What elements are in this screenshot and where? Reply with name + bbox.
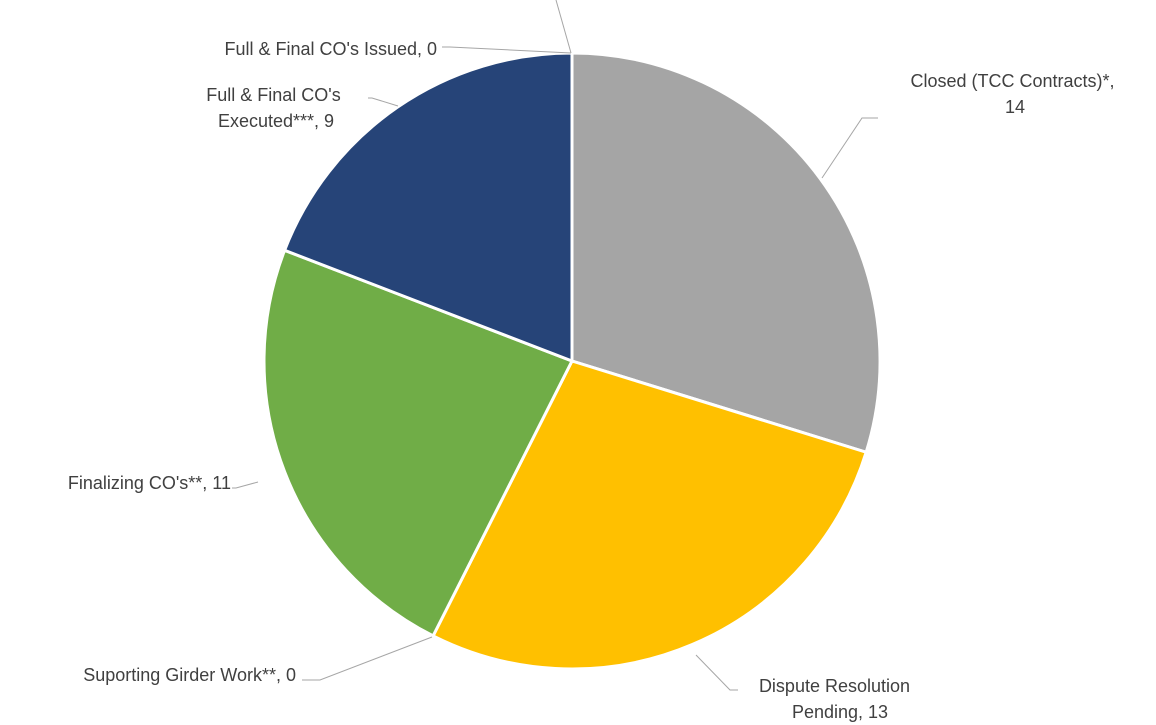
- leader-line-0: [821, 117, 878, 179]
- pie-slice-0: [570, 51, 882, 455]
- leader-line-4: [368, 97, 399, 107]
- data-label-full-final-executed: Full & Final CO's Executed***, 9: [206, 85, 345, 131]
- pie-slices: [262, 51, 882, 671]
- data-labels: Closed (TCC Contracts)*, 14 Dispute Reso…: [68, 39, 1119, 722]
- pie-slice-4: [282, 51, 574, 364]
- leader-line-2: [302, 636, 433, 681]
- data-label-supporting-girder: Suporting Girder Work**, 0: [83, 665, 296, 685]
- pie-slice-3: [262, 248, 575, 638]
- data-label-dispute-resolution: Dispute Resolution Pending, 13: [759, 676, 915, 722]
- leader-line-1: [695, 654, 738, 691]
- pie-slice-1: [431, 359, 869, 671]
- leader-line-5: [442, 46, 572, 54]
- data-label-closed-tcc: Closed (TCC Contracts)*, 14: [910, 71, 1119, 117]
- data-label-full-final-issued: Full & Final CO's Issued, 0: [224, 39, 437, 59]
- data-label-finalizing-cos: Finalizing CO's**, 11: [68, 473, 231, 493]
- leader-line-6: [555, 0, 572, 54]
- leader-line-3: [232, 481, 259, 489]
- leader-lines: [232, 0, 878, 691]
